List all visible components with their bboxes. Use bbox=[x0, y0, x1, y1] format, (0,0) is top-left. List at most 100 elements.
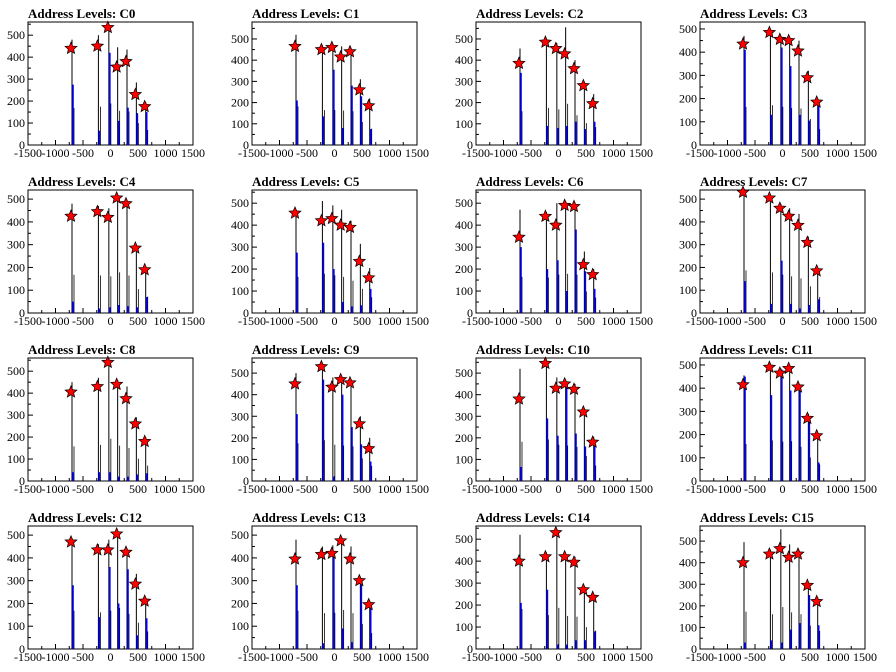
y-tick-label: 400 bbox=[679, 381, 697, 395]
y-tick-label: 300 bbox=[679, 238, 697, 252]
x-tick-label: -1000 bbox=[714, 146, 742, 160]
x-tick-label: 500 bbox=[353, 314, 371, 328]
x-tick-label: -1500 bbox=[14, 650, 42, 664]
x-tick-label: 500 bbox=[129, 650, 147, 664]
y-tick-label: 0 bbox=[243, 474, 249, 488]
chart-panel: Address Levels: C30100200300400500-1500-… bbox=[679, 6, 877, 160]
x-tick-label: -1000 bbox=[714, 650, 742, 664]
x-tick-label: 0 bbox=[108, 650, 114, 664]
x-tick-label: 1000 bbox=[154, 314, 178, 328]
chart-title: Address Levels: C14 bbox=[476, 510, 590, 525]
y-tick-label: 100 bbox=[679, 451, 697, 465]
y-tick-label: 200 bbox=[455, 262, 473, 276]
x-tick-label: 1500 bbox=[853, 650, 877, 664]
x-tick-label: 1500 bbox=[181, 314, 205, 328]
y-tick-label: 500 bbox=[231, 32, 249, 46]
peak-star-marker bbox=[343, 375, 357, 389]
peak-star-marker bbox=[773, 365, 787, 379]
x-tick-label: 0 bbox=[556, 650, 562, 664]
peak-star-marker bbox=[333, 372, 348, 386]
peak-star-marker bbox=[762, 360, 777, 374]
y-tick-label: 0 bbox=[19, 306, 25, 320]
y-tick-label: 100 bbox=[7, 283, 25, 297]
y-tick-label: 200 bbox=[455, 598, 473, 612]
peak-star-marker bbox=[314, 547, 329, 561]
chart-title: Address Levels: C7 bbox=[700, 174, 808, 189]
peak-star-marker bbox=[736, 36, 750, 50]
peak-star-marker bbox=[109, 377, 124, 391]
y-tick-label: 300 bbox=[231, 409, 249, 423]
x-tick-label: 500 bbox=[577, 146, 595, 160]
x-tick-label: 1000 bbox=[154, 146, 178, 160]
chart-title: Address Levels: C11 bbox=[700, 342, 813, 357]
y-tick-label: 300 bbox=[231, 240, 249, 254]
y-tick-label: 500 bbox=[455, 196, 473, 210]
chart-panel: Address Levels: C11 0 100 200 300 400 500 -1500… bbox=[679, 342, 877, 496]
peak-star-marker bbox=[352, 254, 367, 268]
x-tick-label: -500 bbox=[520, 146, 542, 160]
peak-star-marker bbox=[128, 576, 143, 590]
peak-star-marker bbox=[585, 590, 600, 604]
peak-star-marker bbox=[64, 534, 78, 548]
x-tick-label: 1000 bbox=[602, 146, 626, 160]
peak-star-marker bbox=[101, 542, 115, 556]
y-tick-label: 200 bbox=[7, 430, 25, 444]
y-tick-label: 0 bbox=[19, 642, 25, 656]
x-tick-label: 1500 bbox=[405, 482, 429, 496]
x-tick-label: 1000 bbox=[378, 146, 402, 160]
y-tick-label: 400 bbox=[231, 218, 249, 232]
y-tick-label: 400 bbox=[455, 554, 473, 568]
x-tick-label: 1000 bbox=[826, 314, 850, 328]
peak-star-marker bbox=[538, 209, 553, 223]
x-tick-label: 500 bbox=[577, 650, 595, 664]
x-tick-label: 1500 bbox=[853, 482, 877, 496]
peak-star-marker bbox=[773, 32, 787, 46]
x-tick-label: -500 bbox=[72, 146, 94, 160]
y-tick-label: 0 bbox=[467, 642, 473, 656]
y-tick-label: 500 bbox=[231, 366, 249, 380]
peak-star-marker bbox=[512, 56, 526, 70]
y-tick-label: 300 bbox=[231, 74, 249, 88]
y-tick-label: 500 bbox=[7, 528, 25, 542]
peak-star-marker bbox=[791, 43, 805, 57]
peak-star-marker bbox=[557, 376, 572, 390]
chart-title: Address Levels: C3 bbox=[700, 6, 808, 21]
y-tick-label: 100 bbox=[679, 115, 697, 129]
peak-star-marker bbox=[333, 218, 348, 231]
peak-star-marker bbox=[288, 39, 302, 53]
chart-panel: Address Levels: C70100200300400500-1500-… bbox=[679, 174, 877, 328]
x-tick-label: -1500 bbox=[462, 650, 490, 664]
chart-panel: Address Levels: C20100200300400500-1500-… bbox=[455, 6, 653, 160]
x-tick-label: 0 bbox=[780, 146, 786, 160]
x-tick-label: 1000 bbox=[602, 482, 626, 496]
y-tick-label: 300 bbox=[679, 404, 697, 418]
x-tick-label: 0 bbox=[332, 482, 338, 496]
peak-star-marker bbox=[325, 546, 339, 560]
peak-star-marker bbox=[549, 41, 563, 55]
peak-star-marker bbox=[333, 533, 348, 547]
x-tick-label: -500 bbox=[72, 314, 94, 328]
peak-star-marker bbox=[90, 204, 105, 218]
peak-star-marker bbox=[800, 235, 815, 249]
y-tick-label: 400 bbox=[7, 50, 25, 64]
peak-star-marker bbox=[773, 541, 787, 555]
peak-star-marker bbox=[585, 96, 600, 110]
peak-star-marker bbox=[314, 359, 329, 373]
x-tick-label: 1500 bbox=[405, 650, 429, 664]
peak-star-marker bbox=[809, 428, 824, 442]
y-tick-label: 400 bbox=[7, 215, 25, 229]
peak-star-marker bbox=[137, 594, 152, 607]
peak-star-marker bbox=[538, 356, 553, 370]
x-tick-label: -1500 bbox=[686, 146, 714, 160]
peak-star-marker bbox=[119, 391, 133, 405]
x-tick-label: -1000 bbox=[42, 482, 70, 496]
y-tick-label: 200 bbox=[7, 94, 25, 108]
y-tick-label: 200 bbox=[231, 431, 249, 445]
x-tick-label: 1000 bbox=[378, 314, 402, 328]
y-tick-label: 500 bbox=[455, 532, 473, 546]
peak-star-marker bbox=[137, 434, 152, 448]
y-tick-label: 400 bbox=[455, 388, 473, 402]
y-tick-label: 400 bbox=[231, 53, 249, 67]
peak-star-marker bbox=[538, 549, 553, 563]
